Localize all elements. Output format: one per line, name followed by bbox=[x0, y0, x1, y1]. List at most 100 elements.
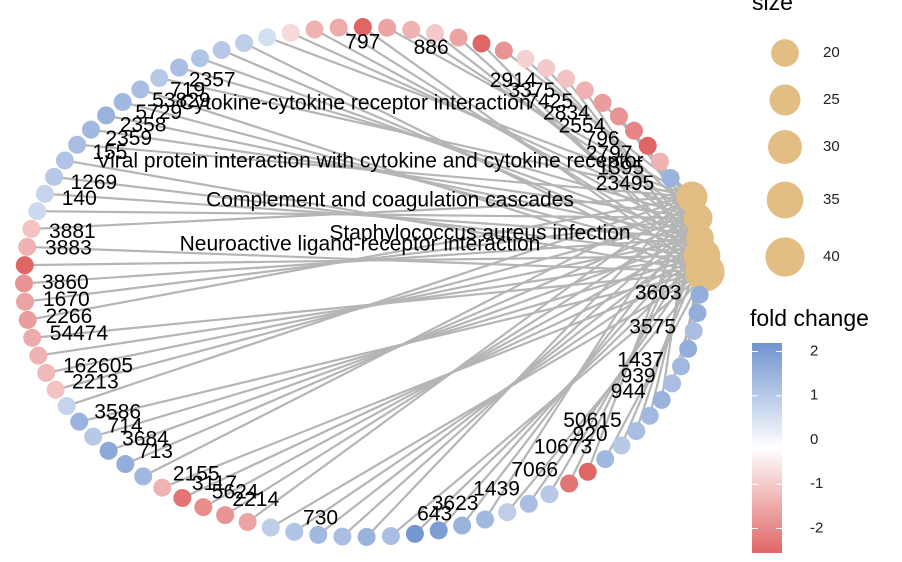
gene-node bbox=[329, 18, 348, 37]
gene-label: 3117 bbox=[192, 472, 237, 495]
gene-node bbox=[18, 237, 37, 256]
gene-label: 2359 bbox=[105, 127, 152, 150]
gene-node bbox=[402, 20, 421, 39]
size-legend-key bbox=[768, 130, 802, 164]
size-legend-key bbox=[769, 84, 801, 116]
gene-node bbox=[540, 485, 559, 504]
gene-node bbox=[357, 527, 376, 546]
gene-node bbox=[625, 121, 644, 140]
gene-node bbox=[652, 390, 671, 409]
gene-node bbox=[16, 292, 35, 311]
gene-label: 920 bbox=[573, 423, 608, 446]
gene-label: 2914 bbox=[490, 69, 537, 92]
gene-node bbox=[258, 28, 277, 47]
gene-node bbox=[57, 397, 76, 416]
gene-label: 2214 bbox=[232, 488, 279, 511]
edge bbox=[53, 175, 703, 258]
gene-node bbox=[516, 49, 535, 68]
gene-label: 713 bbox=[138, 440, 173, 463]
gene-label: 1395 bbox=[597, 157, 644, 180]
edge bbox=[221, 49, 703, 258]
gene-node bbox=[97, 106, 116, 125]
gene-node bbox=[557, 69, 576, 88]
gene-node bbox=[28, 202, 47, 221]
gene-node bbox=[190, 49, 209, 68]
gene-label: 2213 bbox=[72, 371, 119, 394]
gene-node bbox=[671, 357, 690, 376]
size-legend-label: 20 bbox=[823, 44, 840, 61]
gene-node bbox=[70, 412, 89, 431]
gene-node bbox=[429, 521, 448, 540]
pathway-label: Viral protein interaction with cytokine … bbox=[96, 150, 643, 173]
gene-node bbox=[596, 450, 615, 469]
gene-node bbox=[381, 527, 400, 546]
edge bbox=[140, 88, 706, 274]
colorbar-label: -1 bbox=[810, 475, 823, 492]
gene-node bbox=[194, 498, 213, 517]
gene-node bbox=[638, 136, 657, 155]
gene-node bbox=[99, 441, 118, 460]
gene-label: 140 bbox=[62, 187, 97, 210]
gene-label: 714 bbox=[108, 414, 143, 437]
pathway-label: Complement and coagulation cascades bbox=[206, 189, 574, 212]
gene-node bbox=[650, 152, 669, 171]
gene-node bbox=[426, 24, 445, 43]
gene-label: 1439 bbox=[473, 477, 520, 500]
gene-label: 944 bbox=[611, 380, 646, 403]
edge bbox=[338, 26, 703, 257]
gene-label: 730 bbox=[303, 507, 338, 530]
gene-node bbox=[113, 92, 132, 111]
gene-node bbox=[18, 310, 37, 329]
size-legend-title: size bbox=[752, 0, 793, 15]
gene-node bbox=[212, 41, 231, 60]
gene-node bbox=[612, 436, 631, 455]
gene-node bbox=[68, 135, 87, 154]
gene-node bbox=[29, 346, 48, 365]
gene-node bbox=[261, 518, 280, 537]
gene-node bbox=[55, 151, 74, 170]
gene-label: 3860 bbox=[42, 271, 89, 294]
gene-label: 3575 bbox=[629, 316, 676, 339]
gene-node bbox=[498, 503, 517, 522]
gene-label: 939 bbox=[621, 365, 656, 388]
gene-label: 3623 bbox=[432, 492, 479, 515]
edge bbox=[620, 255, 704, 446]
gene-label: 1437 bbox=[617, 349, 664, 372]
gene-label: 2797 bbox=[586, 142, 633, 165]
gene-label: 3375 bbox=[509, 79, 556, 102]
gene-node bbox=[216, 506, 235, 525]
gene-label: 155 bbox=[92, 141, 127, 164]
gene-node bbox=[281, 23, 300, 42]
gene-node bbox=[46, 380, 65, 399]
gene-label: 7425 bbox=[526, 90, 573, 113]
gene-node bbox=[238, 512, 257, 531]
gene-node bbox=[449, 28, 468, 47]
gene-node bbox=[333, 527, 352, 546]
edge bbox=[243, 42, 706, 273]
pathway-label: Cytokine-cytokine receptor interaction bbox=[179, 92, 530, 115]
size-legend-label: 25 bbox=[823, 91, 840, 108]
gene-node bbox=[305, 20, 324, 39]
gene-node bbox=[131, 80, 150, 99]
gene-node bbox=[560, 474, 579, 493]
gene-label: 3684 bbox=[122, 428, 169, 451]
edge bbox=[24, 254, 703, 267]
gene-node bbox=[285, 522, 304, 541]
gene-node bbox=[627, 422, 646, 441]
colorbar-label: 1 bbox=[810, 387, 818, 404]
gene-node bbox=[575, 81, 594, 100]
gene-node bbox=[15, 274, 34, 293]
gene-node bbox=[173, 488, 192, 507]
gene-label: 3881 bbox=[49, 220, 96, 243]
gene-node bbox=[494, 41, 513, 60]
gene-label: 1269 bbox=[70, 171, 117, 194]
gene-label: 2834 bbox=[543, 102, 590, 125]
gene-label: 23495 bbox=[596, 172, 654, 195]
edge bbox=[584, 89, 706, 273]
edge bbox=[78, 270, 706, 423]
pathway-label: Neuroactive ligand-receptor interaction bbox=[180, 233, 541, 256]
edge bbox=[457, 36, 703, 257]
gene-node bbox=[690, 285, 709, 304]
colorbar bbox=[752, 343, 782, 553]
gene-node bbox=[640, 406, 659, 425]
